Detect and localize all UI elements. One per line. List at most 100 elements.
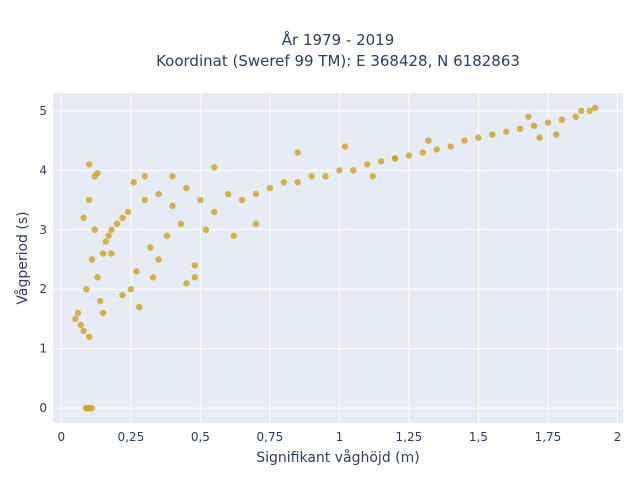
data-point	[141, 173, 148, 180]
data-point	[108, 226, 115, 233]
data-point	[336, 167, 343, 174]
data-point	[586, 107, 593, 115]
data-point	[425, 137, 432, 144]
data-point	[475, 134, 482, 141]
data-point	[369, 173, 376, 180]
x-tick-label: 1	[336, 430, 344, 444]
data-point	[294, 149, 301, 156]
data-point	[94, 274, 101, 281]
data-point	[197, 196, 204, 204]
data-point	[77, 321, 85, 329]
data-point	[544, 119, 552, 126]
data-point	[124, 208, 132, 216]
data-point	[113, 220, 121, 228]
x-tick-label: 1,25	[396, 430, 423, 444]
data-point	[97, 297, 104, 305]
data-point	[553, 131, 560, 138]
data-point	[525, 113, 532, 120]
y-tick-label: 2	[39, 282, 47, 296]
data-point	[155, 256, 162, 263]
y-axis-title: Vågperiod (s)	[14, 211, 31, 304]
data-point	[405, 152, 413, 159]
data-point	[94, 170, 101, 177]
data-point	[74, 309, 82, 317]
y-tick-label: 1	[39, 342, 47, 356]
data-point	[88, 256, 96, 263]
data-point	[230, 232, 237, 239]
x-tick-label: 0	[58, 430, 66, 444]
data-point	[141, 196, 148, 204]
data-point	[516, 125, 524, 132]
data-point	[85, 333, 93, 340]
data-point	[183, 280, 190, 287]
data-point	[578, 107, 585, 115]
data-point	[163, 232, 171, 239]
data-point	[341, 143, 349, 150]
data-point	[177, 220, 185, 228]
data-point	[99, 250, 107, 257]
data-point	[391, 155, 399, 162]
data-point	[133, 268, 140, 275]
data-point	[155, 190, 162, 198]
data-point	[105, 232, 112, 239]
data-point	[503, 128, 510, 135]
data-point	[211, 208, 218, 216]
data-point	[83, 286, 90, 293]
data-point	[591, 104, 599, 112]
x-axis-title: Signifikant våghöjd (m)	[256, 449, 419, 466]
data-point	[183, 184, 190, 192]
data-point	[433, 146, 440, 153]
plot-area	[53, 93, 623, 423]
data-point	[377, 158, 385, 165]
chart-title-line-1: År 1979 - 2019	[282, 30, 395, 49]
data-point	[536, 134, 543, 141]
data-point	[350, 167, 357, 174]
x-tick-label: 0,5	[191, 430, 210, 444]
y-tick-label: 0	[39, 401, 47, 415]
x-tick-label: 1,75	[535, 430, 562, 444]
data-point	[308, 173, 315, 180]
x-tick-label: 2	[614, 430, 622, 444]
data-point	[266, 184, 274, 192]
data-point	[489, 131, 496, 138]
data-point	[91, 226, 98, 233]
data-point	[202, 226, 210, 233]
data-point	[83, 404, 90, 412]
data-point	[252, 220, 260, 228]
data-point	[119, 214, 126, 222]
data-point	[572, 113, 579, 120]
data-point	[72, 315, 79, 323]
data-point	[169, 202, 176, 210]
data-point	[80, 327, 87, 335]
data-point	[447, 143, 454, 150]
x-tick-label: 1,5	[469, 430, 488, 444]
data-point	[363, 161, 371, 168]
data-point	[461, 137, 468, 144]
y-tick-label: 4	[39, 163, 47, 177]
data-point	[99, 309, 107, 317]
data-point	[224, 190, 232, 198]
data-point	[108, 250, 115, 257]
data-point	[102, 238, 110, 245]
data-point	[147, 244, 154, 251]
data-point	[130, 178, 137, 186]
data-point	[191, 262, 199, 269]
data-points	[72, 104, 599, 412]
chart-title-line-2: Koordinat (Sweref 99 TM): E 368428, N 61…	[156, 52, 520, 70]
data-point	[252, 190, 260, 198]
data-point	[135, 303, 143, 311]
data-point	[80, 214, 87, 222]
x-tick-label: 0,25	[117, 430, 144, 444]
x-tick-labels: 0 0,25 0,5 0,75 1 1,25 1,5 1,75 2	[58, 430, 622, 444]
data-point	[169, 173, 176, 180]
data-point	[419, 149, 427, 156]
y-tick-label: 5	[39, 104, 47, 118]
y-tick-labels: 0 1 2 3 4 5	[39, 104, 47, 415]
data-point	[558, 116, 566, 123]
y-tick-label: 3	[39, 223, 47, 237]
data-point	[294, 178, 301, 186]
data-point	[280, 178, 287, 186]
data-point	[85, 161, 93, 168]
x-tick-label: 0,75	[257, 430, 284, 444]
